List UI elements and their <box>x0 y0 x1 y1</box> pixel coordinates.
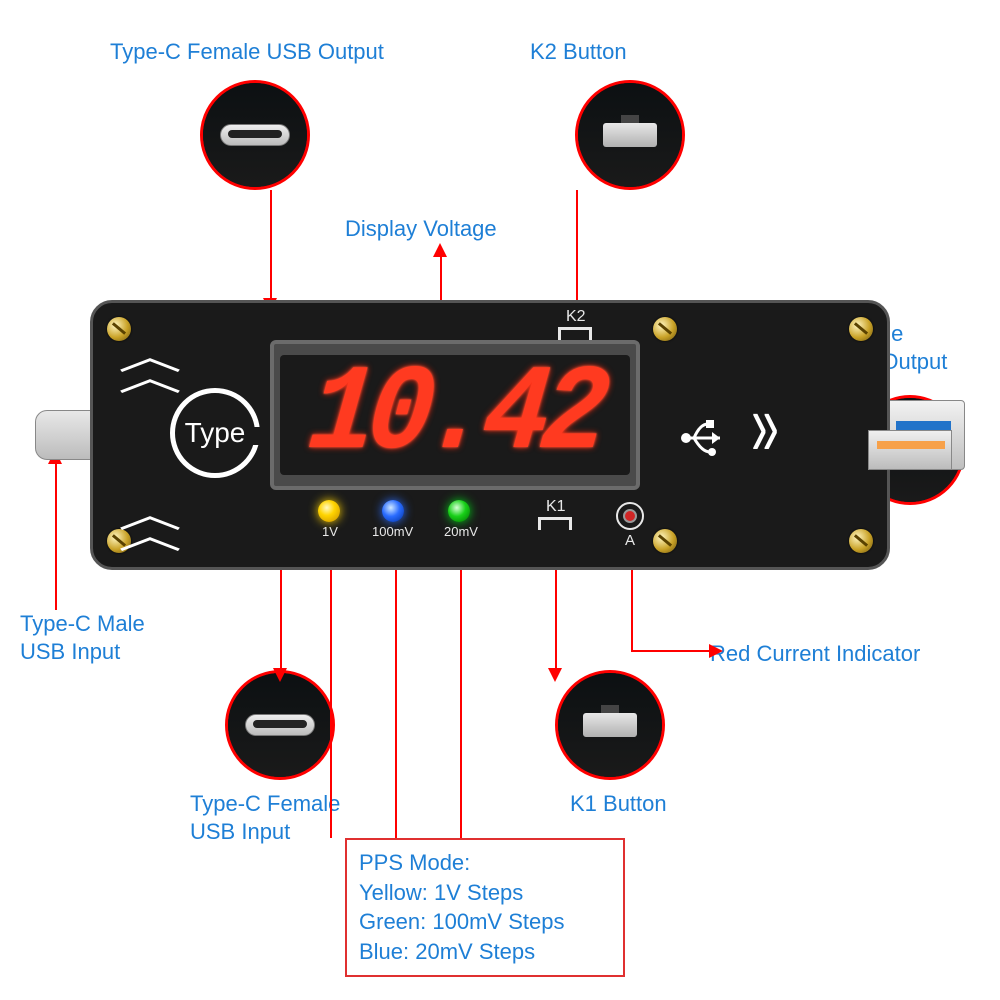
detail-typec-female-output <box>200 80 310 190</box>
pps-legend-row: Yellow: 1V Steps <box>359 878 611 908</box>
arrow-line <box>330 532 332 838</box>
usb-c-male-connector <box>35 410 95 460</box>
k1-slot-icon <box>538 517 572 537</box>
current-indicator-led <box>623 509 637 523</box>
screw-icon <box>653 317 677 341</box>
display-value: 10.42 <box>303 346 608 484</box>
label-typec-male-input: Type-C Male USB Input <box>20 610 145 665</box>
screw-icon <box>653 529 677 553</box>
arrow-line <box>631 650 711 652</box>
arrow-head-icon <box>433 243 447 257</box>
label-red-current-indicator: Red Current Indicator <box>710 640 920 668</box>
detail-k2-button <box>575 80 685 190</box>
label-k1-button: K1 Button <box>570 790 667 818</box>
arrow-line <box>55 462 57 610</box>
screw-icon <box>849 529 873 553</box>
detail-k1-button <box>555 670 665 780</box>
led-green <box>448 500 470 522</box>
k2-marking: K2 <box>566 308 586 326</box>
detail-typec-female-input <box>225 670 335 780</box>
led-label-1v: 1V <box>322 524 338 539</box>
pps-legend-row: Green: 100mV Steps <box>359 907 611 937</box>
label-display-voltage: Display Voltage <box>345 215 497 243</box>
label-typec-female-input: Type-C Female USB Input <box>190 790 340 845</box>
a-marking: A <box>625 532 635 549</box>
pps-legend-title: PPS Mode: <box>359 848 611 878</box>
arrow-line <box>280 570 282 670</box>
screw-icon <box>849 317 873 341</box>
usb-icon <box>680 418 726 467</box>
arrow-head-icon <box>709 644 723 658</box>
arrow-line <box>576 190 578 309</box>
arrow-line <box>460 532 462 838</box>
chevron-up-icon: ︿︿ <box>118 504 182 546</box>
arrow-line <box>270 190 272 300</box>
k1-marking: K1 <box>546 498 566 516</box>
k2-slot-icon <box>558 327 592 347</box>
arrow-head-icon <box>548 668 562 682</box>
type-c-logo-text: Type <box>185 417 246 449</box>
led-label-100mv: 100mV <box>372 524 413 539</box>
label-typec-female-output: Type-C Female USB Output <box>110 38 384 66</box>
chevron-right-icon: » <box>751 380 779 470</box>
label-k2-button: K2 Button <box>530 38 627 66</box>
arrow-head-icon <box>273 668 287 682</box>
pps-legend-row: Blue: 20mV Steps <box>359 937 611 967</box>
chevron-up-icon: ︿︿ <box>118 346 182 388</box>
seven-segment-display: 10.42 <box>270 340 640 490</box>
led-yellow <box>318 500 340 522</box>
led-blue <box>382 500 404 522</box>
arrow-line <box>395 532 397 838</box>
type-c-logo: Type <box>170 388 260 478</box>
led-label-20mv: 20mV <box>444 524 478 539</box>
pps-legend-box: PPS Mode: Yellow: 1V Steps Green: 100mV … <box>345 838 625 977</box>
